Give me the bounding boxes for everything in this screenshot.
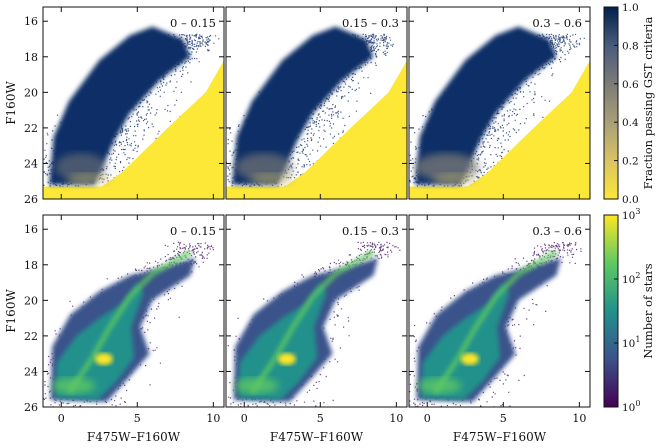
cmd-panel-1-1: 16 18 20 22 24 26 0 – 0.15: [24, 6, 225, 206]
panel-label: 0.15 – 0.3: [342, 16, 399, 30]
y-tick-label: 24: [24, 157, 38, 170]
colorbar-tick-label: 100: [622, 399, 640, 414]
x-axis-label: F475W–F160W: [453, 430, 547, 444]
panel-label: 0.15 – 0.3: [342, 224, 399, 238]
panel-label: 0.3 – 0.6: [532, 16, 582, 30]
transition-region: [432, 173, 477, 186]
low-completeness-region: [84, 60, 224, 199]
red-clump: [277, 353, 296, 365]
heatmap: [43, 7, 224, 199]
low-completeness-region: [450, 60, 590, 199]
colorbar-gradient: [603, 6, 619, 200]
high-fraction-region: [415, 26, 557, 185]
panel-label: 0 – 0.15: [170, 16, 216, 30]
x-axis-label: F475W–F160W: [87, 430, 181, 444]
rgb-ridge: [432, 250, 558, 395]
x-tick-label: 5: [317, 412, 324, 425]
x-tick-label: 5: [134, 412, 141, 425]
faint-limit-band: [226, 186, 407, 199]
low-completeness-region: [267, 60, 407, 199]
colorbar-tick-label: 102: [622, 271, 640, 286]
colorbar-tick-label: 0.0: [622, 194, 639, 206]
main-sequence-peak: [51, 377, 96, 394]
x-tick-label: 5: [500, 412, 507, 425]
heatmap: [226, 215, 407, 407]
colorbar-tick-label: 1.0: [622, 2, 639, 14]
star-scatter: [43, 33, 220, 199]
x-tick-label: 10: [389, 412, 403, 425]
y-tick-label: 26: [24, 193, 38, 206]
main-sequence-peak: [234, 377, 279, 394]
red-clump: [94, 353, 113, 365]
y-tick-label: 18: [24, 259, 38, 272]
panel-frame: [408, 214, 591, 408]
y-tick-label: 16: [24, 223, 38, 236]
x-tick-label: 0: [241, 412, 248, 425]
y-tick-label: 26: [24, 401, 38, 414]
rgb-ridge: [66, 250, 192, 395]
panel-frame: [225, 6, 408, 200]
cmd-panel-1-2: 0.15 – 0.3: [225, 6, 408, 200]
colorbar-tick-label: 0.4: [622, 117, 639, 129]
y-axis-label: F160W: [4, 81, 18, 125]
main-sequence-peak: [417, 377, 462, 394]
red-clump: [460, 353, 479, 365]
high-fraction-region: [232, 26, 374, 185]
heatmap: [43, 215, 224, 407]
colorbar-tick-label: 0.2: [622, 156, 639, 168]
transition-region: [249, 173, 294, 186]
cmd-panel-2-2: 0 5 10 0.15 – 0.3 F475W–F160W: [225, 214, 408, 444]
y-tick-label: 16: [24, 15, 38, 28]
x-tick-label: 0: [58, 412, 65, 425]
y-axis-label: F160W: [4, 289, 18, 333]
cmd-panel-2-1: 0 5 10 16 18 20 22 24 26 0 – 0.15 F475W–F160W: [24, 214, 225, 444]
colorbar-2: 100 101 102 103 Number of stars: [603, 207, 655, 414]
y-tick-label: 22: [24, 330, 38, 343]
y-tick-label: 18: [24, 51, 38, 64]
colorbar-tick-label: 0.8: [622, 40, 639, 52]
transition-region: [66, 173, 111, 186]
panel-label: 0 – 0.15: [170, 224, 216, 238]
y-tick-label: 20: [24, 294, 38, 307]
high-fraction-region: [49, 26, 191, 185]
y-tick-label: 24: [24, 365, 38, 378]
rgb-ridge: [249, 250, 375, 395]
x-tick-label: 10: [206, 412, 220, 425]
panel-frame: [225, 214, 408, 408]
heatmap: [409, 215, 590, 407]
x-tick-label: 0: [424, 412, 431, 425]
colorbar-tick-label: 103: [622, 207, 640, 222]
y-tick-label: 20: [24, 86, 38, 99]
faint-limit-band: [43, 186, 224, 199]
faint-limit-band: [409, 186, 590, 199]
panel-frame: [42, 6, 225, 200]
x-axis-label: F475W–F160W: [270, 430, 364, 444]
panel-label: 0.3 – 0.6: [532, 224, 582, 238]
colorbar-tick-label: 101: [622, 335, 640, 350]
x-tick-label: 10: [572, 412, 586, 425]
cmd-panel-1-3: 0.3 – 0.6: [408, 6, 591, 200]
colorbar-label: Fraction passing GST criteria: [641, 17, 655, 190]
colorbar-label: Number of stars: [641, 263, 655, 358]
cmd-panel-2-3: 0 5 10 0.3 – 0.6 F475W–F160W: [408, 214, 591, 444]
colorbar-gradient: [603, 214, 619, 408]
panel-frame: [42, 214, 225, 408]
y-tick-label: 22: [24, 122, 38, 135]
heatmap: [409, 7, 590, 199]
colorbar-tick-label: 0.6: [622, 79, 639, 91]
panel-frame: [408, 6, 591, 200]
heatmap: [226, 7, 407, 199]
